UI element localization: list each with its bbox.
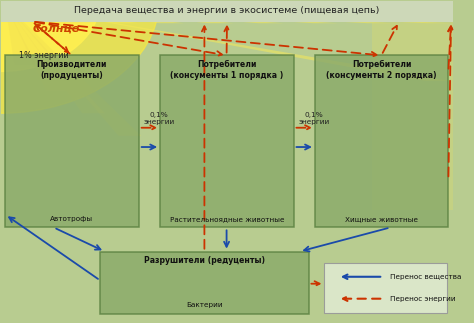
Text: Потребители
(консументы 1 порядка ): Потребители (консументы 1 порядка ) xyxy=(170,60,283,80)
Text: Производители
(продуценты): Производители (продуценты) xyxy=(37,60,107,80)
FancyBboxPatch shape xyxy=(160,55,293,227)
Text: Солнце: Солнце xyxy=(32,23,80,33)
FancyBboxPatch shape xyxy=(324,263,447,313)
FancyBboxPatch shape xyxy=(0,22,453,227)
Text: 0,1%
энергии: 0,1% энергии xyxy=(298,111,329,125)
Text: Автотрофы: Автотрофы xyxy=(50,216,93,222)
Circle shape xyxy=(0,0,159,113)
Polygon shape xyxy=(5,4,234,23)
FancyBboxPatch shape xyxy=(315,55,448,227)
Polygon shape xyxy=(5,4,184,23)
Circle shape xyxy=(0,0,100,71)
Polygon shape xyxy=(5,4,451,23)
Polygon shape xyxy=(5,4,141,136)
FancyBboxPatch shape xyxy=(372,17,453,210)
FancyBboxPatch shape xyxy=(0,1,453,22)
FancyBboxPatch shape xyxy=(5,55,139,227)
Polygon shape xyxy=(5,4,139,23)
Text: 0,1%
энергии: 0,1% энергии xyxy=(143,111,174,125)
Polygon shape xyxy=(5,4,451,81)
Text: Перенос энергии: Перенос энергии xyxy=(390,296,456,302)
Text: Передача вещества и энергии в экосистеме (пищевая цепь): Передача вещества и энергии в экосистеме… xyxy=(74,6,380,16)
FancyBboxPatch shape xyxy=(100,252,309,314)
Text: Потребители
(консументы 2 порядка): Потребители (консументы 2 порядка) xyxy=(327,60,437,80)
Polygon shape xyxy=(5,4,283,23)
Polygon shape xyxy=(5,4,338,23)
Polygon shape xyxy=(5,4,105,113)
Text: Бактерии: Бактерии xyxy=(186,302,223,308)
Polygon shape xyxy=(5,4,93,23)
Text: Разрушители (редуценты): Разрушители (редуценты) xyxy=(144,256,265,266)
Text: Растительноядные животные: Растительноядные животные xyxy=(170,216,284,222)
Text: Перенос вещества: Перенос вещества xyxy=(390,274,461,280)
Polygon shape xyxy=(5,4,392,23)
Text: Хищные животные: Хищные животные xyxy=(345,216,418,222)
Polygon shape xyxy=(5,4,69,91)
Polygon shape xyxy=(5,4,37,65)
Text: 1% энергии: 1% энергии xyxy=(19,50,69,59)
